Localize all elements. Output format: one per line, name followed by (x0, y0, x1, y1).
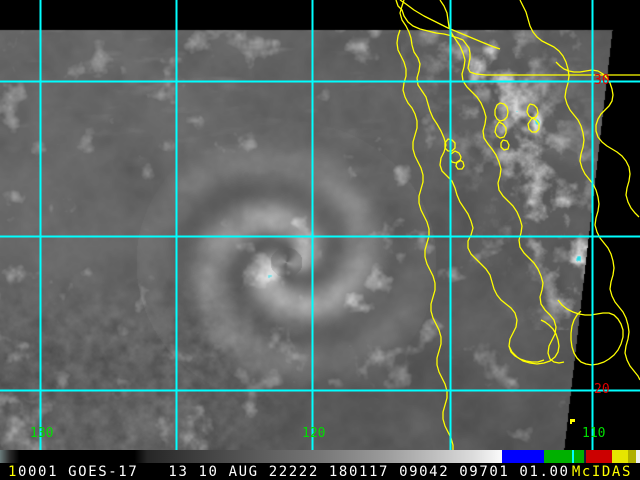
status-text: 0001 GOES-17 13 10 AUG 22222 180117 0904… (18, 464, 570, 480)
status-line: 1 0001 GOES-17 13 10 AUG 22222 180117 09… (0, 463, 640, 480)
longitude-label-120: 120 (302, 426, 326, 441)
colorbar-gray-ramp (0, 450, 640, 463)
colorbar-block-2 (586, 450, 612, 463)
bottom-strip: 1 0001 GOES-17 13 10 AUG 22222 180117 09… (0, 450, 640, 480)
colorbar-block-5 (636, 450, 640, 463)
frame-number[interactable]: 1 (8, 464, 19, 480)
colorbar-block-0 (502, 450, 544, 463)
latitude-label-30: 30 (594, 73, 610, 88)
mcidas-brand-label: McIDAS (571, 464, 632, 480)
colorbar-block-3 (612, 450, 628, 463)
satellite-image-canvas[interactable] (0, 0, 640, 450)
colorbar-tick-marker (572, 450, 574, 463)
enhancement-colorbar[interactable] (0, 450, 640, 463)
colorbar-block-4 (628, 450, 636, 463)
satellite-image-viewport[interactable]: 130 120 110 30 20 (0, 0, 640, 450)
colorbar-block-1 (544, 450, 584, 463)
longitude-label-130: 130 (30, 426, 54, 441)
longitude-label-110: 110 (582, 426, 606, 441)
latitude-label-20: 20 (594, 382, 610, 397)
